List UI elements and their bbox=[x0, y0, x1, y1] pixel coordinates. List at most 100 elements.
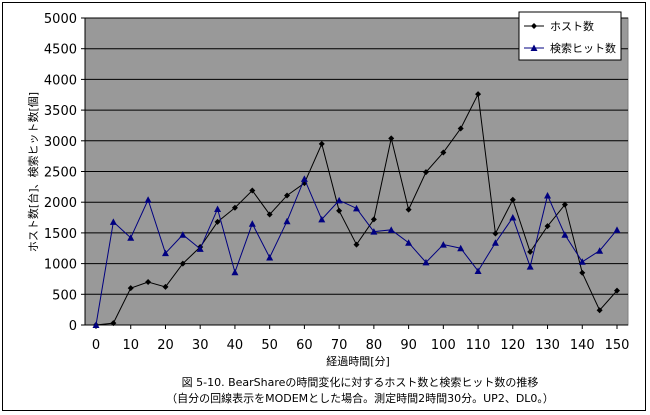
axes: 0500100015002000250030003500400045005000… bbox=[44, 12, 630, 353]
point bbox=[596, 307, 603, 314]
point bbox=[335, 196, 343, 204]
point bbox=[579, 269, 586, 276]
point bbox=[457, 244, 465, 252]
point bbox=[110, 320, 117, 327]
x-tick-label: 20 bbox=[157, 338, 174, 353]
y-tick-label: 2000 bbox=[44, 196, 77, 211]
caption-line-1: 図 5-10. BearShareの時間変化に対するホスト数と検索ヒット数の推移 bbox=[182, 375, 539, 389]
point bbox=[336, 207, 343, 214]
point bbox=[439, 241, 447, 248]
point bbox=[161, 249, 169, 257]
point bbox=[440, 149, 447, 156]
point bbox=[109, 218, 117, 225]
x-tick-label: 110 bbox=[466, 338, 491, 353]
legend-label: ホスト数 bbox=[550, 20, 594, 33]
point bbox=[544, 223, 551, 230]
point bbox=[162, 283, 169, 290]
y-tick-label: 500 bbox=[52, 288, 77, 303]
point bbox=[283, 217, 291, 225]
y-tick-label: 0 bbox=[69, 319, 77, 334]
point bbox=[509, 214, 517, 221]
point bbox=[526, 263, 534, 270]
x-tick-label: 10 bbox=[122, 338, 139, 353]
point bbox=[318, 140, 325, 147]
point bbox=[422, 258, 430, 266]
point bbox=[596, 247, 604, 254]
point bbox=[370, 216, 377, 223]
point bbox=[561, 231, 569, 238]
x-tick-label: 0 bbox=[92, 338, 100, 353]
y-tick-label: 4000 bbox=[44, 73, 77, 88]
series-layer bbox=[92, 91, 621, 328]
point bbox=[578, 258, 586, 265]
y-axis-label: ホスト数[台]、検索ヒット数[個] bbox=[26, 92, 40, 252]
x-tick-label: 40 bbox=[227, 338, 244, 353]
point bbox=[179, 231, 187, 238]
point bbox=[300, 175, 308, 182]
y-tick-label: 1000 bbox=[44, 258, 77, 273]
point bbox=[388, 135, 395, 142]
x-tick-label: 120 bbox=[500, 338, 525, 353]
x-tick-label: 130 bbox=[535, 338, 560, 353]
x-tick-label: 80 bbox=[366, 338, 383, 353]
point bbox=[422, 169, 429, 176]
series-hits bbox=[92, 175, 621, 328]
point bbox=[474, 267, 482, 274]
x-tick-label: 100 bbox=[431, 338, 456, 353]
x-tick-label: 150 bbox=[605, 338, 630, 353]
point bbox=[353, 241, 360, 248]
point bbox=[370, 228, 378, 235]
caption-line-2: （自分の回線表示をMODEMとした場合。測定時間2時間30分。UP2、DL0。） bbox=[166, 391, 554, 405]
x-tick-label: 50 bbox=[261, 338, 278, 353]
point bbox=[614, 287, 620, 294]
legend-box bbox=[518, 11, 622, 61]
y-tick-label: 5000 bbox=[44, 12, 77, 27]
point bbox=[457, 125, 464, 132]
point bbox=[387, 226, 395, 233]
point bbox=[179, 260, 186, 267]
point bbox=[231, 204, 238, 211]
point bbox=[92, 321, 100, 328]
point bbox=[492, 230, 499, 237]
point bbox=[561, 201, 568, 208]
point bbox=[214, 218, 221, 225]
point bbox=[145, 279, 152, 286]
x-tick-label: 30 bbox=[192, 338, 209, 353]
point bbox=[613, 226, 621, 233]
x-tick-label: 90 bbox=[400, 338, 417, 353]
point bbox=[266, 253, 274, 261]
x-tick-label: 60 bbox=[296, 338, 313, 353]
point bbox=[248, 220, 256, 227]
point bbox=[509, 196, 516, 203]
point bbox=[544, 191, 552, 199]
y-tick-label: 3500 bbox=[44, 104, 77, 119]
point bbox=[127, 285, 134, 292]
point bbox=[318, 215, 326, 223]
y-tick-label: 3000 bbox=[44, 135, 77, 150]
y-tick-label: 2500 bbox=[44, 166, 77, 181]
legend-label: 検索ヒット数 bbox=[550, 41, 616, 55]
point bbox=[491, 239, 499, 246]
point bbox=[231, 268, 239, 276]
point bbox=[144, 196, 152, 203]
point bbox=[127, 234, 135, 241]
x-tick-label: 140 bbox=[570, 338, 595, 353]
point bbox=[405, 206, 412, 213]
point bbox=[353, 204, 360, 212]
point bbox=[475, 91, 482, 98]
y-tick-label: 1500 bbox=[44, 227, 77, 242]
x-tick-label: 70 bbox=[331, 338, 348, 353]
point bbox=[196, 245, 204, 252]
point bbox=[405, 239, 413, 246]
point bbox=[249, 187, 256, 194]
point bbox=[530, 44, 538, 51]
series-hosts bbox=[93, 91, 620, 328]
point bbox=[531, 23, 537, 29]
point bbox=[527, 248, 534, 255]
point bbox=[266, 211, 273, 218]
point bbox=[214, 205, 222, 212]
x-axis-label: 経過時間[分] bbox=[326, 355, 390, 368]
point bbox=[284, 192, 291, 199]
